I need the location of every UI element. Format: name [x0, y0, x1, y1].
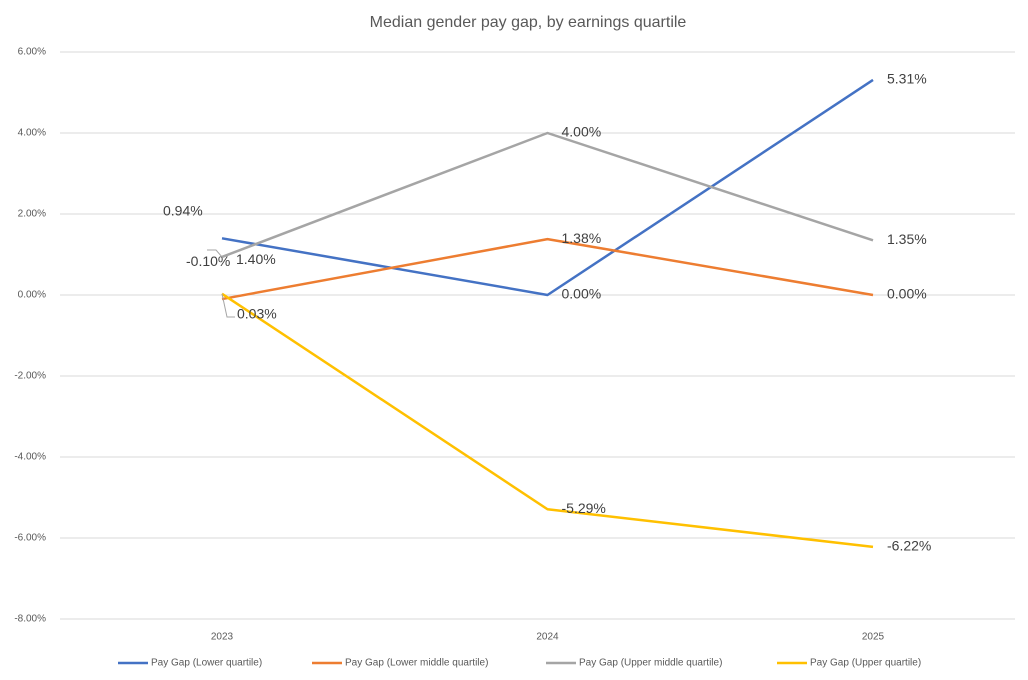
leader-line [221, 293, 235, 318]
x-tick-label: 2025 [862, 632, 885, 643]
y-tick-label: -4.00% [14, 452, 46, 463]
y-tick-label: 4.00% [18, 128, 46, 139]
data-label: 0.94% [163, 203, 203, 219]
line-series [221, 237, 874, 301]
y-tick-label: 6.00% [18, 47, 46, 58]
y-tick-label: 2.00% [18, 209, 46, 220]
line-series [221, 292, 874, 549]
data-label: 1.40% [236, 251, 276, 267]
data-label: 4.00% [562, 124, 602, 140]
legend-label: Pay Gap (Lower quartile) [151, 658, 262, 669]
y-tick-label: -2.00% [14, 371, 46, 382]
data-label: -6.22% [887, 538, 931, 554]
data-label: 1.35% [887, 231, 927, 247]
data-label: 5.31% [887, 71, 927, 87]
legend-label: Pay Gap (Upper middle quartile) [579, 658, 722, 669]
x-tick-label: 2023 [211, 632, 234, 643]
data-label: 0.00% [562, 286, 602, 302]
leader-line [207, 249, 223, 258]
y-tick-label: -8.00% [14, 614, 46, 625]
line-series [221, 78, 874, 297]
y-tick-label: 0.00% [18, 290, 46, 301]
data-label: 0.00% [887, 286, 927, 302]
data-label: -0.10% [186, 253, 230, 269]
y-tick-label: -6.00% [14, 533, 46, 544]
legend-label: Pay Gap (Lower middle quartile) [345, 658, 488, 669]
legend-label: Pay Gap (Upper quartile) [810, 658, 921, 669]
line-series [221, 131, 874, 259]
chart-title: Median gender pay gap, by earnings quart… [370, 14, 687, 31]
data-label: -5.29% [562, 500, 606, 516]
x-tick-label: 2024 [536, 632, 559, 643]
data-label: 1.38% [562, 230, 602, 246]
data-label: 0.03% [237, 305, 277, 321]
